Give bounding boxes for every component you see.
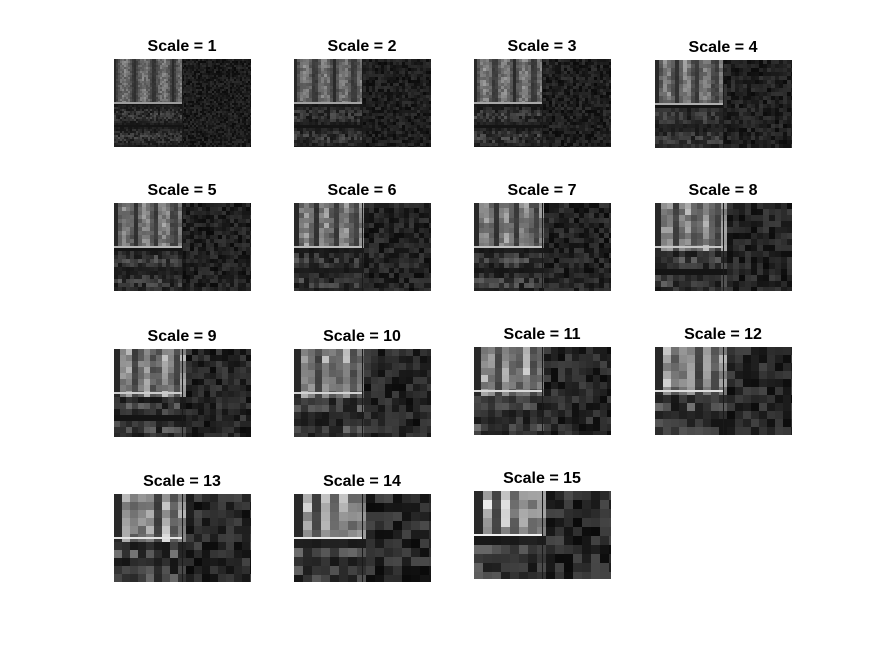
wavelet-texture	[294, 59, 431, 147]
wavelet-texture	[294, 494, 431, 582]
subplot-title: Scale = 3	[507, 38, 577, 55]
subplot-title: Scale = 15	[503, 470, 581, 487]
subplot-title: Scale = 7	[507, 182, 577, 199]
wavelet-image	[474, 491, 611, 579]
subplot-title: Scale = 6	[327, 182, 397, 199]
wavelet-texture	[114, 59, 251, 147]
wavelet-image	[294, 349, 431, 437]
subplot-title: Scale = 10	[323, 328, 401, 345]
wavelet-texture	[474, 59, 611, 147]
wavelet-texture	[114, 494, 251, 582]
subplot-title: Scale = 9	[147, 328, 217, 345]
wavelet-texture	[474, 203, 611, 291]
subplot-title: Scale = 11	[503, 326, 581, 343]
wavelet-image	[114, 349, 251, 437]
wavelet-image	[474, 203, 611, 291]
wavelet-texture	[655, 347, 792, 435]
wavelet-image	[294, 59, 431, 147]
wavelet-image	[655, 347, 792, 435]
wavelet-texture	[474, 491, 611, 579]
subplot-title: Scale = 12	[684, 326, 762, 343]
wavelet-texture	[114, 349, 251, 437]
wavelet-image	[114, 494, 251, 582]
wavelet-image	[655, 60, 792, 148]
subplot-title: Scale = 8	[688, 182, 758, 199]
subplot-title: Scale = 5	[147, 182, 217, 199]
wavelet-image	[474, 347, 611, 435]
wavelet-texture	[294, 349, 431, 437]
wavelet-texture	[114, 203, 251, 291]
subplot-title: Scale = 14	[323, 473, 401, 490]
subplot-title: Scale = 1	[147, 38, 217, 55]
wavelet-image	[294, 494, 431, 582]
wavelet-texture	[655, 60, 792, 148]
wavelet-texture	[474, 347, 611, 435]
wavelet-image	[294, 203, 431, 291]
wavelet-image	[655, 203, 792, 291]
subplot-title: Scale = 13	[143, 473, 221, 490]
wavelet-image	[474, 59, 611, 147]
subplot-title: Scale = 4	[688, 39, 758, 56]
wavelet-image	[114, 203, 251, 291]
wavelet-image	[114, 59, 251, 147]
wavelet-texture	[655, 203, 792, 291]
wavelet-texture	[294, 203, 431, 291]
subplot-title: Scale = 2	[327, 38, 397, 55]
